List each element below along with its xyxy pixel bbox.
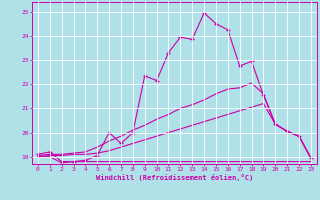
- X-axis label: Windchill (Refroidissement éolien,°C): Windchill (Refroidissement éolien,°C): [96, 174, 253, 181]
